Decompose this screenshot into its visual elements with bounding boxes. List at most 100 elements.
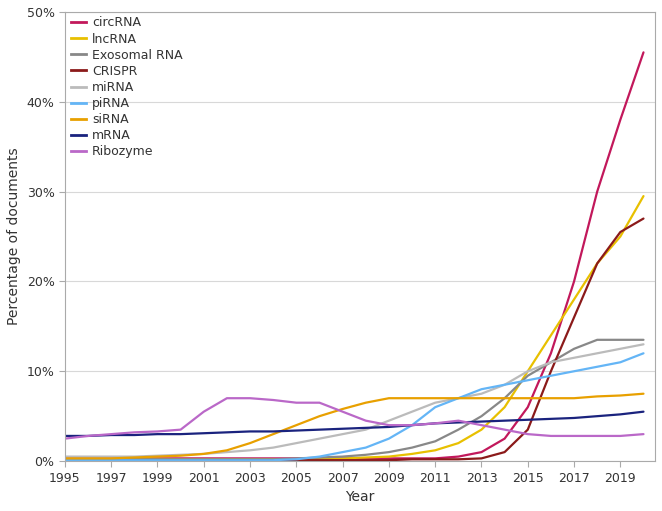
miRNA [200, 451, 208, 457]
CRISPR [408, 456, 416, 462]
lncRNA [61, 456, 69, 462]
miRNA [593, 350, 601, 356]
mRNA [500, 417, 508, 424]
siRNA [269, 431, 277, 437]
lncRNA [547, 332, 555, 338]
Ribozyme [293, 400, 301, 406]
Exosomal RNA [177, 456, 185, 462]
Ribozyme [431, 420, 439, 426]
Ribozyme [385, 422, 393, 428]
miRNA [477, 390, 485, 397]
CRISPR [524, 427, 532, 433]
siRNA [477, 395, 485, 401]
Exosomal RNA [524, 373, 532, 379]
miRNA [269, 445, 277, 451]
piRNA [547, 373, 555, 379]
Exosomal RNA [593, 337, 601, 343]
circRNA [177, 455, 185, 461]
piRNA [84, 457, 92, 463]
siRNA [107, 455, 115, 461]
siRNA [547, 395, 555, 401]
circRNA [454, 454, 462, 460]
piRNA [246, 457, 254, 463]
Ribozyme [477, 422, 485, 428]
Ribozyme [223, 395, 231, 401]
mRNA [593, 413, 601, 419]
Ribozyme [500, 427, 508, 433]
lncRNA [200, 456, 208, 462]
lncRNA [223, 456, 231, 462]
Y-axis label: Percentage of documents: Percentage of documents [7, 148, 21, 326]
circRNA [362, 455, 370, 461]
mRNA [524, 416, 532, 423]
Exosomal RNA [362, 452, 370, 458]
circRNA [316, 455, 324, 461]
circRNA [293, 455, 301, 461]
circRNA [130, 455, 138, 461]
Exosomal RNA [431, 438, 439, 445]
Exosomal RNA [500, 395, 508, 401]
siRNA [524, 395, 532, 401]
circRNA [431, 455, 439, 461]
Exosomal RNA [339, 454, 347, 460]
Line: mRNA: mRNA [65, 412, 643, 436]
Exosomal RNA [200, 456, 208, 462]
Ribozyme [177, 427, 185, 433]
piRNA [385, 435, 393, 442]
mRNA [84, 433, 92, 439]
circRNA [477, 449, 485, 455]
Exosomal RNA [570, 346, 578, 352]
Ribozyme [339, 409, 347, 415]
piRNA [293, 456, 301, 462]
lncRNA [570, 296, 578, 303]
Line: Ribozyme: Ribozyme [65, 398, 643, 438]
Ribozyme [130, 429, 138, 435]
siRNA [223, 447, 231, 453]
circRNA [154, 455, 162, 461]
piRNA [316, 454, 324, 460]
Ribozyme [362, 417, 370, 424]
CRISPR [593, 261, 601, 267]
Exosomal RNA [154, 456, 162, 462]
siRNA [431, 395, 439, 401]
siRNA [61, 455, 69, 461]
CRISPR [547, 368, 555, 375]
Line: Exosomal RNA: Exosomal RNA [65, 340, 643, 459]
lncRNA [177, 456, 185, 462]
siRNA [293, 422, 301, 428]
Line: lncRNA: lncRNA [65, 196, 643, 459]
CRISPR [154, 457, 162, 463]
Exosomal RNA [316, 454, 324, 460]
CRISPR [316, 457, 324, 463]
miRNA [431, 400, 439, 406]
siRNA [616, 392, 624, 399]
CRISPR [639, 216, 647, 222]
miRNA [524, 368, 532, 375]
miRNA [362, 427, 370, 433]
mRNA [316, 427, 324, 433]
circRNA [570, 278, 578, 285]
Ribozyme [316, 400, 324, 406]
CRISPR [454, 456, 462, 462]
Ribozyme [200, 409, 208, 415]
circRNA [200, 455, 208, 461]
circRNA [408, 455, 416, 461]
siRNA [593, 393, 601, 400]
piRNA [61, 457, 69, 463]
CRISPR [200, 457, 208, 463]
lncRNA [269, 456, 277, 462]
miRNA [107, 454, 115, 460]
circRNA [639, 49, 647, 55]
lncRNA [362, 454, 370, 460]
mRNA [246, 428, 254, 434]
Legend: circRNA, lncRNA, Exosomal RNA, CRISPR, miRNA, piRNA, siRNA, mRNA, Ribozyme: circRNA, lncRNA, Exosomal RNA, CRISPR, m… [71, 16, 183, 158]
miRNA [293, 440, 301, 446]
CRISPR [84, 457, 92, 463]
CRISPR [293, 457, 301, 463]
Exosomal RNA [547, 359, 555, 365]
lncRNA [454, 440, 462, 446]
piRNA [500, 382, 508, 388]
lncRNA [639, 193, 647, 199]
Ribozyme [524, 431, 532, 437]
siRNA [84, 455, 92, 461]
